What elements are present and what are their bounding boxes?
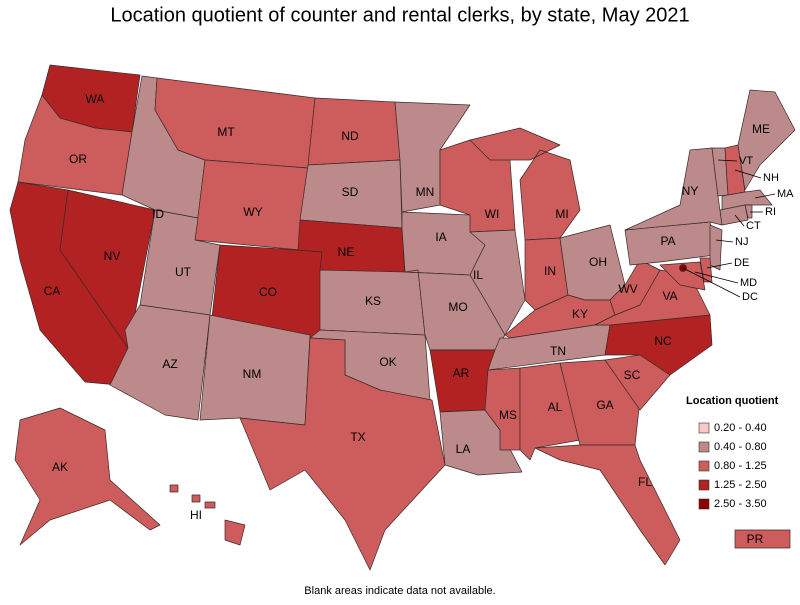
state-label: WY	[243, 205, 262, 219]
legend-label: 1.25 - 2.50	[714, 479, 767, 491]
legend-label: 2.50 - 3.50	[714, 498, 767, 510]
state-region	[534, 444, 681, 566]
legend-label: 0.80 - 1.25	[714, 460, 767, 472]
state-label: RI	[765, 206, 776, 218]
state-label: NJ	[735, 236, 748, 248]
legend-swatch	[698, 498, 710, 510]
state-region	[609, 259, 661, 316]
state-region	[239, 337, 446, 571]
state-label: NY	[682, 184, 699, 198]
legend-label: 0.40 - 0.80	[714, 441, 767, 453]
state-label: NM	[243, 367, 262, 381]
state-label: PA	[660, 234, 675, 248]
state-label: TX	[350, 430, 365, 444]
state-label: LA	[456, 442, 471, 456]
state-label: MO	[448, 300, 467, 314]
state-label: OR	[69, 152, 87, 166]
state-label: KY	[572, 307, 588, 321]
legend-label: 0.20 - 0.40	[714, 422, 767, 434]
leader-line	[706, 262, 733, 269]
leader-line	[717, 159, 738, 162]
state-label: NC	[654, 334, 672, 348]
state-label: CA	[44, 284, 61, 298]
state-region	[709, 224, 723, 271]
state-label: DE	[734, 257, 749, 269]
state-label: CO	[259, 285, 277, 299]
state-label: SD	[342, 185, 359, 199]
state-label: VA	[662, 289, 677, 303]
leader-line	[734, 214, 745, 227]
state-label: IL	[473, 268, 483, 282]
state-label: IN	[544, 264, 556, 278]
state-label: MS	[499, 408, 517, 422]
state-region	[169, 484, 246, 546]
state-label: AZ	[162, 357, 177, 371]
state-label: UT	[175, 265, 192, 279]
state-label: MT	[217, 125, 235, 139]
state-label: WI	[485, 207, 500, 221]
state-label: DC	[742, 291, 758, 303]
state-label: OK	[379, 355, 396, 369]
state-label: MA	[777, 188, 794, 200]
state-label: TN	[550, 344, 566, 358]
state-region	[719, 204, 749, 226]
state-label: AK	[52, 460, 68, 474]
state-label: MI	[555, 207, 568, 221]
state-label: IA	[435, 230, 446, 244]
legend: Location quotient 0.20 - 0.40 0.40 - 0.80…	[686, 395, 779, 510]
states	[9, 64, 796, 571]
state-label: NE	[338, 245, 355, 259]
state-label: MD	[740, 277, 757, 289]
state-region	[734, 529, 791, 549]
state-label: HI	[190, 508, 202, 522]
state-label: GA	[596, 398, 613, 412]
leader-line	[715, 239, 734, 243]
leader-line	[682, 267, 741, 298]
state-label: KS	[365, 294, 381, 308]
legend-swatch	[698, 460, 710, 472]
state-label: VT	[739, 155, 753, 167]
state-label: FL	[638, 475, 652, 489]
footnote: Blank areas indicate data not available.	[304, 585, 495, 597]
state-label: ME	[752, 122, 770, 136]
state-label: SC	[624, 368, 641, 382]
leader-line	[734, 169, 762, 179]
legend-title: Location quotient	[686, 395, 779, 407]
state-region	[624, 147, 723, 231]
state-label: AR	[453, 366, 470, 380]
state-label: MN	[416, 185, 435, 199]
state-region	[469, 229, 526, 336]
state-label: AL	[548, 400, 563, 414]
legend-swatch	[698, 479, 710, 491]
leader-line	[694, 271, 739, 284]
legend-swatch	[698, 422, 710, 434]
leader-line	[754, 193, 776, 199]
state-label: NH	[763, 172, 779, 184]
state-region	[659, 261, 706, 291]
state-label: CT	[746, 220, 761, 232]
state-label: ID	[152, 207, 164, 221]
state-labels: WA OR CA NV ID MT WY UT CO AZ NM ND SD NE KS OK TX MN IA MO…	[44, 92, 794, 546]
state-label: NV	[104, 249, 121, 263]
state-region	[14, 407, 161, 546]
state-label: OH	[589, 255, 607, 269]
state-label: WA	[86, 92, 105, 106]
state-label: ND	[341, 129, 359, 143]
map-title: Location quotient of counter and rental …	[110, 4, 689, 26]
state-label: WV	[618, 282, 637, 296]
state-label: PR	[747, 532, 764, 546]
legend-swatch	[698, 441, 710, 453]
